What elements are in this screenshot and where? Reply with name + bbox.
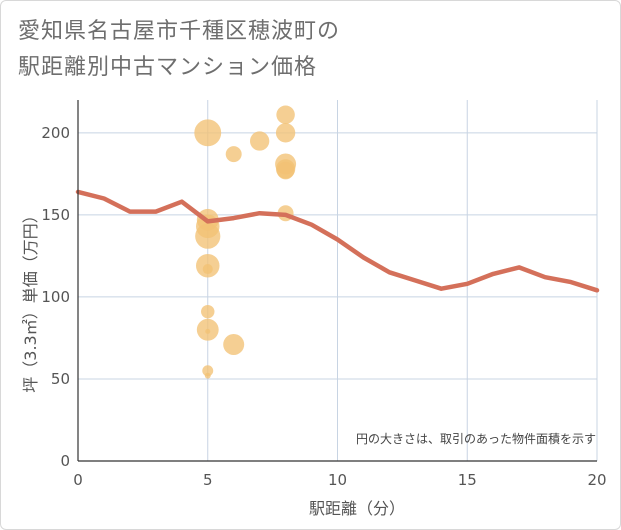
bubble-point [204, 372, 211, 379]
average-price-line [75, 189, 600, 293]
bubble-point [223, 333, 245, 355]
y-tick-label: 150 [41, 206, 70, 224]
x-axis-label: 駅距離（分） [309, 499, 405, 518]
bubble-point [225, 146, 242, 163]
bubble-point [275, 123, 296, 143]
bubble-point [249, 131, 270, 151]
title-line-2: 駅距離別中古マンション価格 [18, 55, 318, 80]
x-tick-label: 10 [328, 471, 347, 489]
y-tick-labels: 0 50 100 150 200 [41, 124, 70, 470]
bubble-point [194, 119, 222, 147]
x-tick-label: 20 [587, 471, 606, 489]
y-tick-label: 100 [41, 288, 70, 306]
x-tick-label: 5 [203, 471, 213, 489]
grid-lines [78, 100, 598, 461]
bubble-point [202, 365, 214, 377]
chart-title: 愛知県名古屋市千種区穂波町の 駅距離別中古マンション価格 [18, 14, 578, 86]
bubble-point [202, 263, 213, 275]
bubble-point [205, 328, 211, 334]
y-tick-label: 50 [51, 370, 70, 388]
y-tick-label: 200 [41, 124, 70, 142]
x-tick-label: 0 [73, 471, 83, 489]
bubble-point [201, 304, 215, 319]
line-series [75, 189, 600, 293]
axes [77, 100, 597, 462]
bubble-point [276, 161, 295, 180]
x-tick-label: 15 [458, 471, 477, 489]
title-line-1: 愛知県名古屋市千種区穂波町の [18, 19, 341, 44]
bubble-series [194, 105, 297, 379]
bubble-size-note: 円の大きさは、取引のあった物件面積を示す [356, 431, 596, 446]
y-axis-label: 坪（3.3㎡）単価（万円） [21, 207, 40, 392]
bubble-point [195, 223, 221, 249]
y-tick-label: 0 [60, 452, 70, 470]
x-tick-labels: 0 5 10 15 20 [73, 471, 606, 489]
bubble-point [276, 105, 295, 125]
